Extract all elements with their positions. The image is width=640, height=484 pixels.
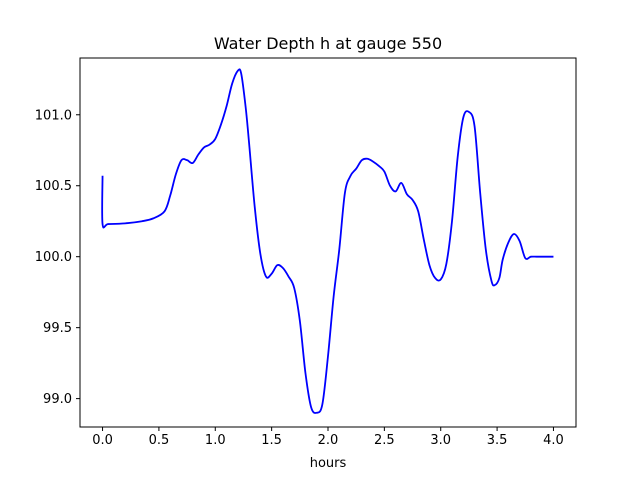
y-tick-label: 101.0	[35, 108, 72, 123]
x-axis-label: hours	[310, 456, 347, 471]
series-line-0	[101, 68, 554, 414]
x-tick-label: 4.0	[543, 433, 564, 448]
series-layer	[101, 68, 554, 414]
x-tick-label: 1.0	[205, 433, 226, 448]
x-tick-label: 2.0	[318, 433, 339, 448]
y-tick-label: 99.0	[43, 392, 72, 407]
x-axis: 0.0 0.5 1.0 1.5 2.0 2.5 3.0 3.5 4.0	[92, 427, 564, 448]
x-tick-label: 0.5	[149, 433, 170, 448]
y-axis: 99.0 99.5 100.0 100.5 101.0	[35, 108, 80, 407]
x-tick-label: 3.5	[487, 433, 508, 448]
y-tick-label: 100.0	[35, 250, 72, 265]
y-tick-label: 100.5	[35, 179, 72, 194]
plot-area	[80, 58, 576, 427]
chart-title: Water Depth h at gauge 550	[214, 34, 442, 53]
x-tick-label: 2.5	[374, 433, 395, 448]
x-tick-label: 1.5	[261, 433, 282, 448]
y-tick-label: 99.5	[43, 321, 72, 336]
x-tick-label: 3.0	[430, 433, 451, 448]
x-tick-label: 0.0	[92, 433, 113, 448]
